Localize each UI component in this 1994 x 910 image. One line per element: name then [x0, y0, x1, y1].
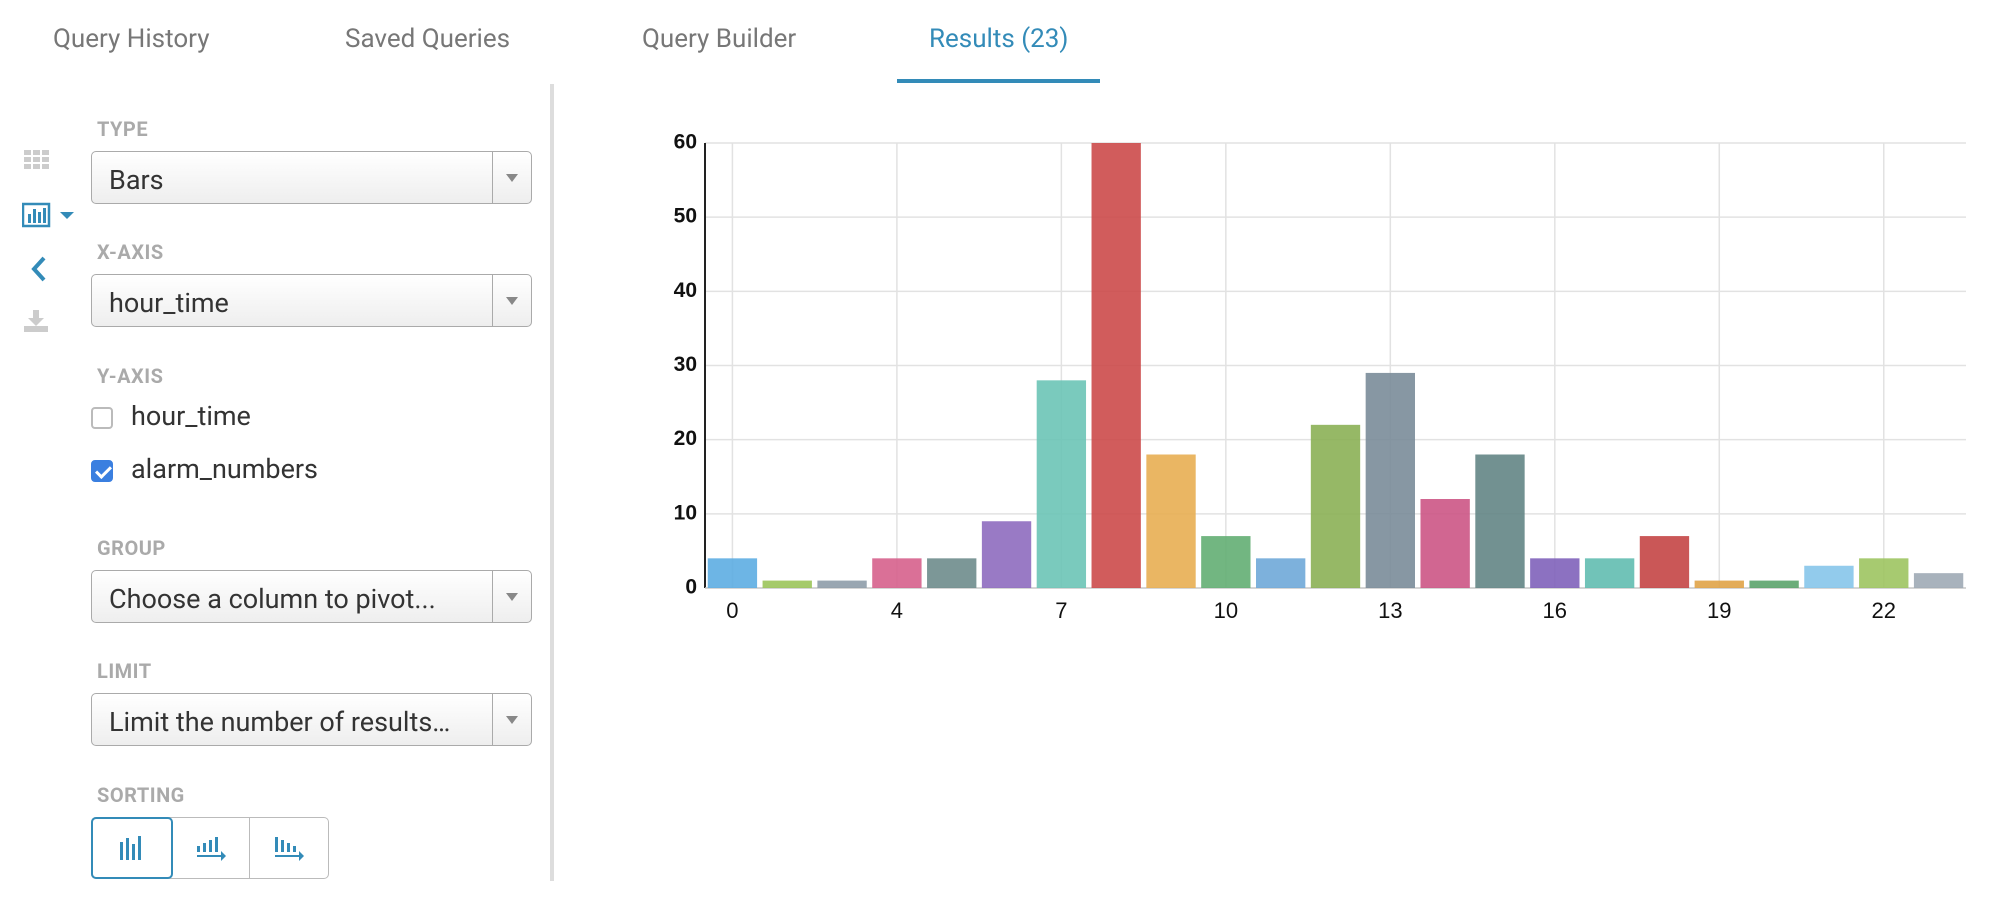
select-arrow [492, 694, 531, 745]
bar [762, 580, 812, 588]
bar [1475, 454, 1525, 588]
tab[interactable]: Query Builder [642, 24, 797, 54]
bar [927, 558, 977, 588]
y-tick-label: 30 [674, 353, 697, 376]
x-tick-label: 22 [1872, 598, 1896, 623]
y-axis-label: Y-AXIS [97, 364, 164, 388]
bar [1420, 499, 1470, 588]
checkbox[interactable] [91, 407, 113, 429]
grid-icon [24, 150, 49, 169]
bar [1256, 558, 1306, 588]
y-tick-label: 40 [674, 279, 697, 302]
bar [1913, 573, 1964, 588]
x-tick-label: 7 [1055, 598, 1067, 623]
bar [1146, 454, 1196, 588]
tab[interactable]: Saved Queries [345, 24, 511, 54]
x-axis-select[interactable]: hour_time [91, 274, 532, 327]
bar [1310, 424, 1361, 588]
x-tick-label: 19 [1707, 598, 1731, 623]
tab[interactable]: Query History [53, 24, 210, 54]
bar [1804, 565, 1854, 588]
select-value: Choose a column to pivot... [109, 583, 436, 615]
checkbox-label: alarm_numbers [131, 453, 318, 485]
y-tick-label: 0 [685, 576, 697, 599]
bar [1584, 558, 1635, 588]
sort-none[interactable] [91, 817, 173, 879]
x-tick-label: 16 [1543, 598, 1567, 623]
x-axis-label: X-AXIS [97, 240, 164, 264]
bar [707, 558, 758, 588]
y-tick-label: 60 [674, 131, 697, 154]
select-arrow [492, 571, 531, 622]
select-arrow [492, 275, 531, 326]
sorting-label: SORTING [97, 783, 185, 807]
collapse-icon[interactable] [31, 256, 46, 282]
x-tick-label: 10 [1214, 598, 1238, 623]
bar [1749, 580, 1799, 588]
bar [872, 558, 922, 588]
tab[interactable]: Results (23) [929, 24, 1069, 54]
divider [550, 84, 554, 881]
limit-select[interactable]: Limit the number of results… [91, 693, 532, 746]
x-tick-label: 13 [1378, 598, 1402, 623]
select-value: hour_time [109, 287, 229, 319]
tool-icons [22, 150, 74, 332]
y-tick-label: 10 [674, 501, 697, 524]
y-tick-label: 50 [674, 205, 697, 228]
bar [1201, 536, 1251, 588]
limit-label: LIMIT [97, 659, 152, 683]
select-arrow [492, 152, 531, 203]
select-value: Bars [109, 164, 164, 196]
group-label: GROUP [97, 536, 166, 560]
group-select[interactable]: Choose a column to pivot... [91, 570, 532, 623]
bar [1530, 558, 1580, 588]
bar [981, 521, 1032, 588]
x-tick-label: 4 [891, 598, 903, 623]
sort-icon [196, 837, 226, 861]
y-tick-label: 20 [674, 427, 697, 450]
sort-icon [119, 836, 141, 860]
sort-icon [275, 837, 305, 861]
type-label: TYPE [97, 117, 149, 141]
bar [1639, 536, 1690, 588]
download-icon [24, 310, 48, 332]
checkbox-label: hour_time [131, 400, 251, 432]
tab-underline [897, 79, 1100, 83]
sort-buttons [91, 817, 329, 879]
bar [1365, 372, 1415, 588]
x-tick-label: 0 [726, 598, 738, 623]
sort-asc[interactable] [172, 818, 251, 878]
type-select[interactable]: Bars [91, 151, 532, 204]
bar [1694, 580, 1744, 588]
bar [1091, 143, 1141, 588]
select-value: Limit the number of results… [109, 706, 451, 738]
bar [817, 580, 867, 588]
bar [1859, 558, 1909, 588]
bar [1036, 380, 1087, 588]
checkbox[interactable] [91, 460, 113, 482]
sort-desc[interactable] [250, 818, 328, 878]
chart-icon[interactable] [22, 202, 74, 228]
